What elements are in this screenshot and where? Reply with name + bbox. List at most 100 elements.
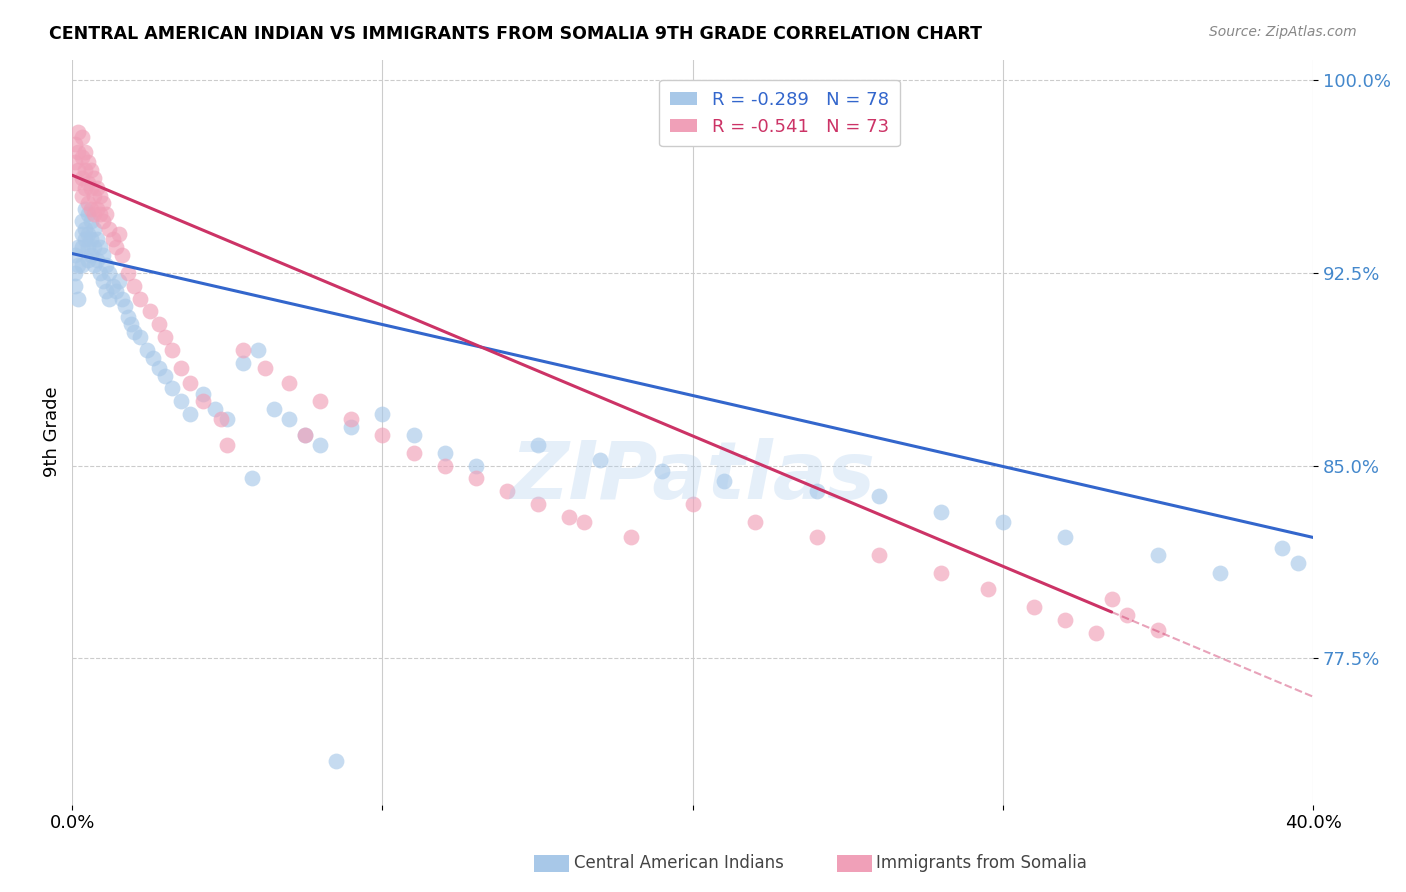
Point: [89, 188, 111, 202]
Text: CENTRAL AMERICAN INDIAN VS IMMIGRANTS FROM SOMALIA 9TH GRADE CORRELATION CHART: CENTRAL AMERICAN INDIAN VS IMMIGRANTS FR…: [49, 25, 983, 43]
Point: [1022, 599, 1045, 614]
Point: [1147, 623, 1170, 637]
Point: [80, 214, 103, 228]
Point: [179, 407, 201, 421]
Point: [67, 163, 90, 178]
Point: [204, 402, 226, 417]
Point: [191, 386, 214, 401]
Point: [464, 471, 486, 485]
Point: [120, 317, 142, 331]
Point: [114, 299, 136, 313]
Point: [104, 284, 127, 298]
Point: [191, 394, 214, 409]
Point: [98, 222, 121, 236]
Point: [155, 368, 177, 383]
Point: [76, 240, 98, 254]
Point: [325, 754, 347, 768]
Point: [76, 227, 98, 242]
Point: [247, 343, 270, 357]
Point: [70, 129, 93, 144]
Point: [83, 258, 105, 272]
Point: [80, 232, 103, 246]
Point: [278, 376, 301, 391]
Point: [65, 248, 87, 262]
Text: ZIPatlas: ZIPatlas: [510, 438, 876, 516]
Point: [129, 330, 152, 344]
Point: [278, 412, 301, 426]
Point: [65, 137, 87, 152]
Point: [713, 474, 735, 488]
Point: [76, 252, 98, 267]
Point: [371, 407, 394, 421]
Point: [70, 227, 93, 242]
Point: [142, 351, 165, 365]
Point: [83, 188, 105, 202]
Point: [76, 207, 98, 221]
Point: [160, 381, 183, 395]
Legend: R = -0.289   N = 78, R = -0.541   N = 73: R = -0.289 N = 78, R = -0.541 N = 73: [659, 79, 900, 146]
Point: [67, 258, 90, 272]
Point: [1209, 566, 1232, 581]
Point: [1147, 549, 1170, 563]
Point: [217, 412, 239, 426]
Point: [263, 402, 285, 417]
Point: [70, 170, 93, 185]
Point: [73, 163, 96, 178]
Point: [620, 531, 643, 545]
Point: [73, 222, 96, 236]
Point: [340, 420, 363, 434]
Point: [70, 150, 93, 164]
Point: [73, 181, 96, 195]
Point: [155, 330, 177, 344]
Point: [76, 196, 98, 211]
Point: [1054, 613, 1077, 627]
Point: [744, 515, 766, 529]
Point: [65, 278, 87, 293]
Point: [70, 240, 93, 254]
Point: [70, 188, 93, 202]
Point: [682, 497, 704, 511]
Point: [111, 292, 134, 306]
Point: [160, 343, 183, 357]
Point: [402, 446, 425, 460]
Point: [73, 232, 96, 246]
Text: Immigrants from Somalia: Immigrants from Somalia: [876, 855, 1087, 872]
Point: [557, 510, 579, 524]
Point: [433, 446, 456, 460]
Point: [65, 266, 87, 280]
Point: [1054, 531, 1077, 545]
Point: [80, 163, 103, 178]
Point: [73, 202, 96, 216]
Point: [929, 505, 952, 519]
Point: [91, 248, 114, 262]
Point: [240, 471, 263, 485]
Point: [83, 222, 105, 236]
Point: [86, 232, 108, 246]
Point: [651, 464, 673, 478]
Point: [179, 376, 201, 391]
Point: [139, 304, 162, 318]
Point: [70, 214, 93, 228]
Point: [294, 427, 316, 442]
Point: [170, 360, 193, 375]
Point: [1116, 607, 1139, 622]
Point: [309, 394, 332, 409]
Point: [89, 266, 111, 280]
Point: [1101, 592, 1123, 607]
Point: [98, 266, 121, 280]
Point: [83, 207, 105, 221]
Point: [806, 531, 828, 545]
Point: [402, 427, 425, 442]
Point: [111, 248, 134, 262]
Point: [91, 196, 114, 211]
Point: [1286, 556, 1309, 570]
Text: Source: ZipAtlas.com: Source: ZipAtlas.com: [1209, 25, 1357, 39]
Point: [80, 248, 103, 262]
Point: [96, 258, 118, 272]
Point: [96, 207, 118, 221]
Y-axis label: 9th Grade: 9th Grade: [44, 387, 60, 477]
Point: [91, 214, 114, 228]
Point: [217, 438, 239, 452]
Point: [433, 458, 456, 473]
Point: [67, 145, 90, 160]
